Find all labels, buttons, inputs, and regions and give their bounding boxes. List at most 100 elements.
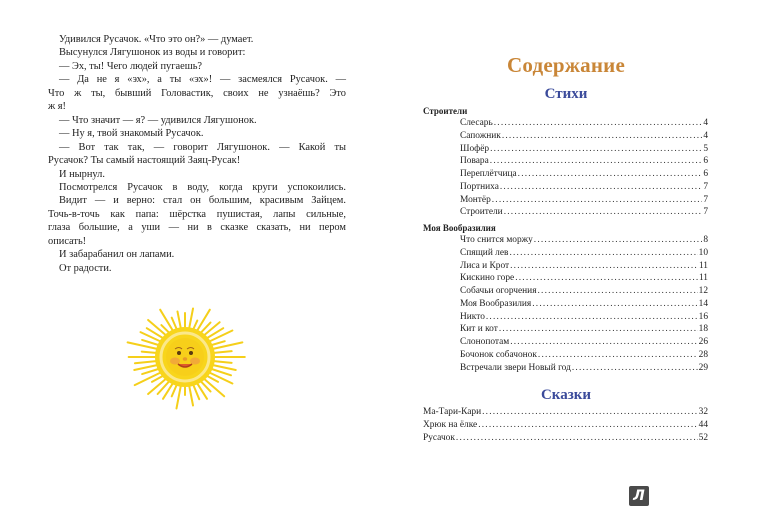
toc-entry[interactable]: Шофёр 5 — [460, 143, 708, 156]
toc-entry[interactable]: Слесарь 4 — [460, 117, 708, 130]
sun-ray — [205, 374, 220, 383]
sun-ray — [170, 316, 179, 332]
toc-entry[interactable]: Портниха 7 — [460, 181, 708, 194]
toc-entry[interactable]: Переплётчица 6 — [460, 168, 708, 181]
toc-entry[interactable]: Сапожник 4 — [460, 130, 708, 143]
toc-entry[interactable]: Ма-Тари-Кари 32 — [423, 406, 708, 419]
toc-entry-title: Бочонок собачонок — [460, 349, 537, 360]
dot-leader — [504, 206, 703, 219]
group-heading: Моя Вообразилия — [423, 223, 496, 233]
story-line: От радости. — [59, 262, 112, 274]
sun-ray — [199, 321, 212, 335]
dot-leader — [494, 117, 703, 130]
dot-leader — [534, 234, 703, 247]
toc-entry[interactable]: Никто 16 — [460, 311, 708, 324]
sun-ray — [159, 308, 175, 333]
sun-ray — [162, 381, 175, 400]
story-line: ж я! — [48, 101, 67, 113]
publisher-logo: Л — [629, 486, 649, 506]
right-page: Содержание Стихи Строители Слесарь4Сапож… — [385, 0, 770, 518]
toc-entry[interactable]: Строители 7 — [460, 206, 708, 219]
left-page: Удивился Русачок. «Что это он?» — думает… — [48, 33, 346, 410]
toc-entry-page: 7 — [703, 207, 708, 218]
dot-leader — [538, 349, 698, 362]
dot-leader — [500, 181, 702, 194]
sun-ray — [207, 371, 234, 385]
story-line: — Что значит — я? — удивился Лягушонок. — [59, 114, 257, 126]
toc-entry[interactable]: Кит и кот 18 — [460, 323, 708, 336]
toc-entry[interactable]: Повара 6 — [460, 155, 708, 168]
toc-entry[interactable]: Моя Вообразилия 14 — [460, 298, 708, 311]
toc-entry-page: 14 — [698, 298, 708, 309]
sun-ray — [210, 363, 237, 371]
toc-entry-title: Никто — [460, 311, 485, 322]
toc-entry[interactable]: Русачок 52 — [423, 432, 708, 445]
story-line: — Вот так так, — говорит Лягушонок. — Ка… — [59, 141, 346, 153]
toc-title: Содержание — [507, 53, 625, 77]
sun-ray — [175, 383, 183, 410]
dot-leader — [456, 432, 698, 445]
toc-entry[interactable]: Что снится моржу 8 — [460, 234, 708, 247]
toc-entry[interactable]: Спящий лев 10 — [460, 247, 708, 260]
toc-entry-title: Монтёр — [460, 194, 491, 205]
toc-list: Что снится моржу 8 Спящий лев 10 Лиса и Крот… — [460, 234, 708, 374]
dot-leader — [490, 155, 703, 168]
toc-list: Слесарь4Сапожник4Шофёр5Повара6Переплётчи… — [460, 117, 708, 219]
sun-ray — [133, 371, 163, 387]
dot-leader — [499, 323, 698, 336]
toc-entry[interactable]: Встречали звери Новый год 29 — [460, 362, 708, 375]
sun-ray — [187, 383, 195, 407]
story-line: И забарабанил он лапами. — [59, 249, 175, 261]
dot-leader — [572, 362, 698, 375]
sun-ray — [211, 350, 233, 355]
toc-entry[interactable]: Кискино горе 11 — [460, 272, 708, 285]
toc-entry-title: Кит и кот — [460, 324, 498, 335]
dot-leader — [510, 260, 698, 273]
sun-ray — [191, 382, 201, 401]
toc-entry-title: Хрюк на ёлке — [423, 419, 478, 430]
toc-entry[interactable]: Монтёр 7 — [460, 194, 708, 207]
toc-entry-title: Повара — [460, 156, 489, 167]
story-line: — Ну я, твой знакомый Русачок. — [59, 128, 204, 140]
story-line: описать! — [48, 235, 87, 247]
sun-ray — [195, 381, 208, 400]
toc-entry-title: Лиса и Крот — [460, 260, 510, 271]
toc-entry-page: 6 — [703, 169, 708, 179]
story-line: Точь-в-точь как папа: шёрстка пушистая, … — [48, 208, 346, 220]
sun-ray — [147, 377, 168, 396]
toc-entry-page: 28 — [698, 349, 708, 360]
sun-ray — [202, 321, 221, 337]
story-line: Что ж ты, бывший Головастик, своих не уз… — [48, 87, 346, 99]
toc-entry-page: 10 — [698, 247, 708, 258]
dot-leader — [538, 285, 698, 298]
toc-entry-page: 4 — [703, 130, 708, 141]
sun-illustration — [126, 307, 246, 410]
group-heading: Строители — [423, 106, 468, 116]
toc-entry[interactable]: Собачьи огорчения 12 — [460, 285, 708, 298]
sun-ray — [187, 307, 195, 331]
toc-entry-page: 4 — [703, 118, 708, 128]
section-poems-heading: Стихи — [544, 86, 588, 102]
toc-entry-page: 7 — [703, 181, 708, 192]
toc-entry-title: Ма-Тари-Кари — [423, 407, 482, 417]
toc-entry[interactable]: Лиса и Крот 11 — [460, 260, 708, 273]
sun-ray — [139, 331, 163, 343]
story-line: — Да не я «эх», а ты «эх»! — засмеялся Р… — [59, 74, 346, 86]
toc-entry[interactable]: Слонопотам 26 — [460, 336, 708, 349]
sun-ray — [140, 350, 159, 355]
story-text: Удивился Русачок. «Что это он?» — думает… — [48, 33, 346, 275]
toc-entry-title: Собачьи огорчения — [460, 286, 537, 296]
dot-leader — [490, 143, 702, 156]
toc-entry-title: Шофёр — [460, 143, 490, 154]
dot-leader — [482, 406, 698, 419]
sun-ray — [176, 310, 183, 331]
toc-entry-page: 16 — [698, 311, 708, 322]
toc-entry[interactable]: Бочонок собачонок 28 — [460, 349, 708, 362]
sun-ray — [145, 327, 165, 340]
toc-entry[interactable]: Хрюк на ёлке 44 — [423, 419, 708, 432]
dot-leader — [502, 130, 702, 143]
sun-ray — [202, 377, 226, 398]
sun-ray — [207, 329, 234, 343]
story-line: глаза большие, а уши — ни в сказке сказа… — [48, 222, 346, 234]
toc-entry-title: Спящий лев — [460, 247, 509, 258]
